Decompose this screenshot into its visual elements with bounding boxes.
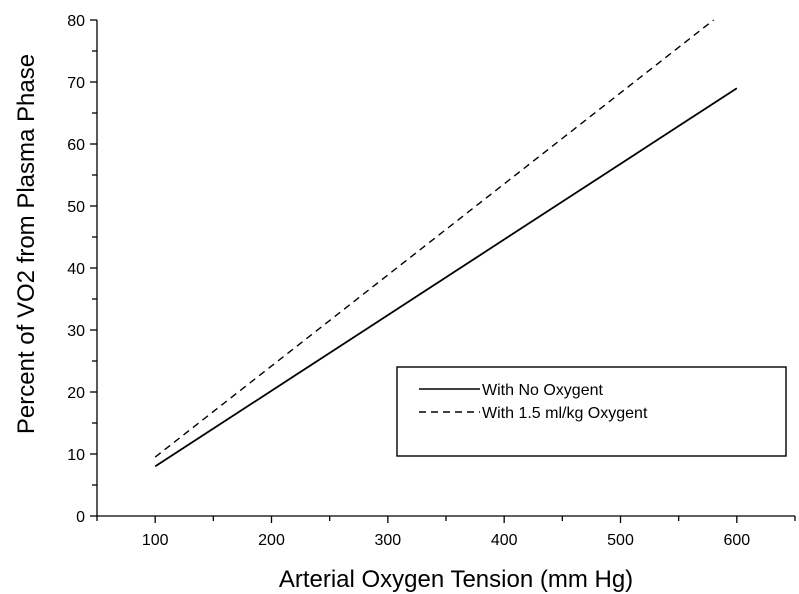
y-tick-label-30: 30 (67, 323, 85, 340)
y-tick-label-80: 80 (67, 13, 85, 30)
data-series (154, 19, 738, 468)
y-tick-label-40: 40 (67, 261, 85, 278)
x-tick-label-400: 400 (491, 532, 518, 549)
x-tick-label-600: 600 (723, 532, 750, 549)
legend: With No Oxygent With 1.5 ml/kg Oxygent (396, 366, 787, 457)
series-line-oxygent (154, 19, 714, 458)
y-tick-label-10: 10 (67, 447, 85, 464)
legend-label-no-oxygent: With No Oxygent (482, 382, 603, 399)
y-tick-label-20: 20 (67, 385, 85, 402)
x-tick-label-300: 300 (374, 532, 401, 549)
y-axis-title: Percent of VO2 from Plasma Phase (13, 54, 40, 434)
x-axis-title: Arterial Oxygen Tension (mm Hg) (279, 566, 633, 593)
legend-label-oxygent: With 1.5 ml/kg Oxygent (482, 405, 648, 422)
axis-ticks: 100 200 300 400 500 600 0 10 20 30 40 50 60 70 80 (67, 13, 796, 549)
y-tick-label-50: 50 (67, 199, 85, 216)
x-tick-label-200: 200 (258, 532, 285, 549)
y-tick-label-0: 0 (76, 509, 85, 526)
x-tick-label-500: 500 (607, 532, 634, 549)
x-tick-label-100: 100 (142, 532, 169, 549)
series-line-no-oxygent (154, 87, 738, 468)
y-tick-label-60: 60 (67, 137, 85, 154)
y-tick-label-70: 70 (67, 75, 85, 92)
legend-box (396, 366, 787, 457)
